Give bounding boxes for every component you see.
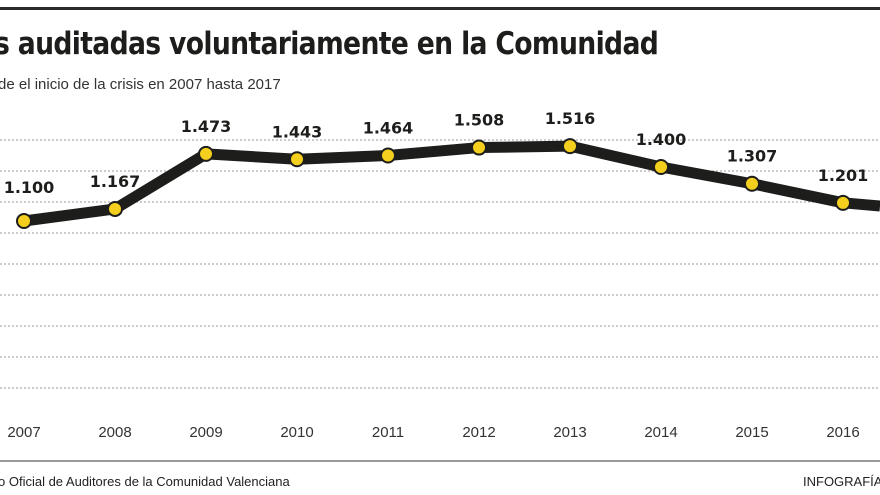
x-tick-label: 2012	[462, 424, 495, 441]
data-label: 1.307	[727, 147, 778, 166]
data-label: 1.400	[636, 130, 687, 149]
x-tick-label: 2009	[189, 424, 222, 441]
x-tick-label: 2007	[7, 424, 40, 441]
data-point	[471, 139, 487, 156]
data-point	[198, 145, 214, 162]
chart-subtitle: de el inicio de la crisis en 2007 hasta …	[0, 76, 281, 93]
data-label: 1.167	[90, 172, 141, 191]
data-point	[107, 200, 123, 217]
data-label: 1.100	[4, 178, 55, 197]
data-point	[653, 159, 669, 175]
data-point	[289, 151, 305, 168]
data-label: 1.516	[545, 109, 596, 128]
data-point	[744, 175, 760, 192]
x-tick-label: 2013	[553, 424, 586, 441]
data-point	[835, 194, 851, 211]
line-chart: 1.100 2007 1.167 2008 1.473 2009 1.443 2010 1.46…	[0, 109, 880, 441]
x-tick-label: 2015	[735, 424, 768, 441]
x-tick-label: 2016	[826, 424, 859, 441]
data-point	[562, 138, 578, 155]
data-point	[16, 213, 32, 229]
data-label: 1.473	[181, 117, 232, 136]
chart-title: s auditadas voluntariamente en la Comuni…	[0, 26, 659, 62]
x-tick-label: 2008	[98, 424, 131, 441]
data-label: 1.464	[363, 118, 414, 137]
top-rule	[0, 7, 880, 10]
x-tick-label: 2014	[644, 424, 677, 441]
data-point	[380, 147, 396, 164]
x-tick-label: 2011	[372, 424, 404, 441]
data-label: 1.443	[272, 122, 323, 141]
credit-text: INFOGRAFÍA	[803, 474, 880, 489]
data-label: 1.201	[818, 166, 869, 185]
x-tick-label: 2010	[280, 424, 313, 441]
bottom-rule	[0, 460, 880, 462]
source-text: o Oficial de Auditores de la Comunidad V…	[0, 474, 290, 489]
data-label: 1.508	[454, 111, 505, 130]
